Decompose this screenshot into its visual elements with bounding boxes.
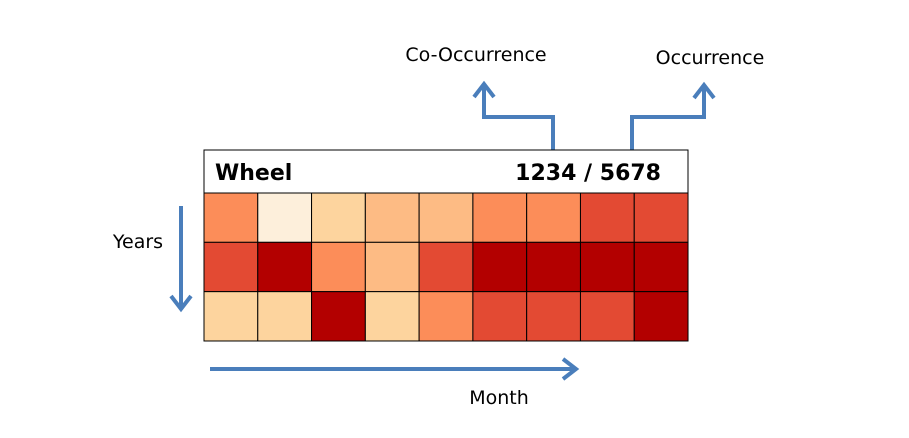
co-occurrence-label: Co-Occurrence [405, 44, 546, 66]
heatmap-cell [579, 192, 635, 243]
heatmap-cell [472, 241, 528, 293]
occurrence-label: Occurrence [656, 47, 765, 69]
heatmap-cell [257, 291, 313, 342]
term-label: Wheel [215, 161, 292, 186]
month-label: Month [469, 387, 529, 409]
heatmap-cell [311, 291, 366, 342]
heatmap-cell [311, 192, 366, 243]
header-box [203, 149, 689, 194]
occurrence-arrow [630, 81, 716, 156]
heatmap-cell [526, 241, 581, 293]
heatmap-cell [257, 192, 313, 243]
count-label: 1234 / 5678 [515, 161, 661, 186]
years-arrow [169, 206, 193, 313]
heatmap-cell [418, 241, 474, 293]
heatmap-cell [203, 241, 259, 293]
heatmap-cell [364, 291, 420, 342]
heatmap-cell [579, 241, 635, 293]
heatmap-cell [203, 192, 259, 243]
heatmap-cell [418, 291, 474, 342]
heatmap-cell [311, 241, 366, 293]
heatmap-cell [633, 291, 689, 342]
heatmap-cell [633, 241, 689, 293]
years-label: Years [112, 231, 163, 253]
heatmap-cell [364, 241, 420, 293]
heatmap-cell [472, 192, 528, 243]
heatmap-cell [526, 192, 581, 243]
heatmap-cell [257, 241, 313, 293]
heatmap-cell [472, 291, 528, 342]
heatmap-cell [203, 291, 259, 342]
heatmap-cell [579, 291, 635, 342]
co-occurrence-arrow [472, 80, 555, 156]
heatmap-grid [203, 192, 689, 342]
heatmap-cell [418, 192, 474, 243]
month-arrow [210, 357, 580, 381]
heatmap-cell [633, 192, 689, 243]
heatmap-cell [526, 291, 581, 342]
heatmap-cell [364, 192, 420, 243]
